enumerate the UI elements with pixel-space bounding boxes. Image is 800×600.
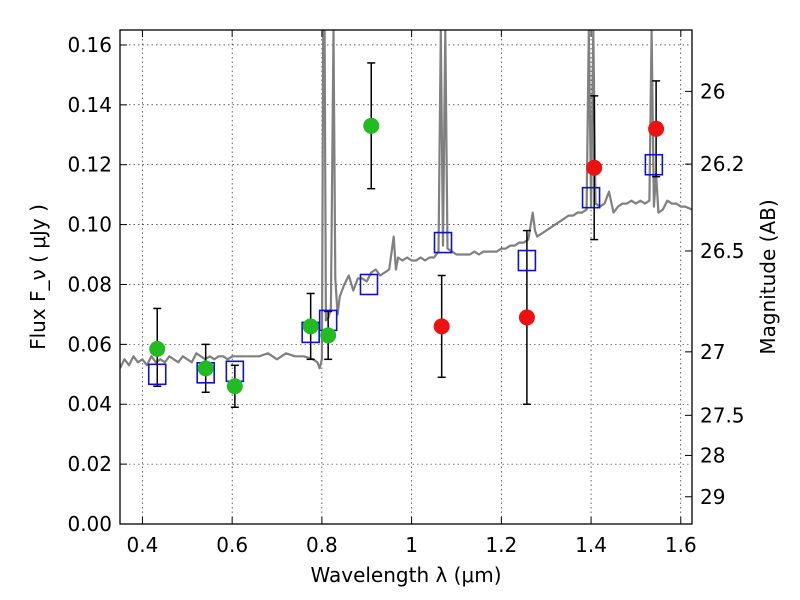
errorbar-layer	[153, 62, 661, 408]
model-square	[147, 363, 167, 386]
green-point	[226, 378, 243, 395]
green-point	[320, 327, 337, 344]
marker-layer	[147, 117, 665, 395]
x-tick-label: 1	[405, 533, 418, 557]
green-point	[149, 340, 166, 357]
green-point	[302, 318, 319, 335]
y-tick-label: 0.02	[67, 452, 112, 476]
y-tick-label: 0.12	[67, 153, 112, 177]
model-square	[644, 153, 664, 176]
x-tick-label: 0.4	[127, 533, 159, 557]
red-point	[648, 120, 665, 137]
right-tick-label: 26.2	[700, 152, 745, 176]
right-tick-label: 28	[700, 443, 725, 467]
model-square	[517, 249, 537, 272]
right-tick-label: 27	[700, 340, 725, 364]
right-axis-label: Magnitude (AB)	[756, 199, 780, 354]
x-tick-label: 1.4	[575, 533, 607, 557]
model-square	[433, 231, 453, 254]
model-square	[359, 273, 379, 296]
y-tick-label: 0.14	[67, 93, 112, 117]
y-tick-label: 0.08	[67, 272, 112, 296]
red-point	[433, 318, 450, 335]
red-point	[518, 309, 535, 326]
x-tick-label: 0.8	[306, 533, 338, 557]
right-tick-label: 26	[700, 79, 725, 103]
x-tick-label: 1.6	[665, 533, 697, 557]
ticks: 0.4 0.6 0.8 1 1.2 1.4 1.6 0.00 0.02 0.04 0.06 0.08 0…	[67, 30, 745, 557]
spectrum-line	[120, 30, 692, 370]
y-tick-label: 0.00	[67, 512, 112, 536]
plot-frame	[119, 29, 693, 525]
spectrum-layer	[120, 30, 692, 370]
right-tick-label: 26.5	[700, 239, 745, 263]
green-point	[197, 360, 214, 377]
y-tick-label: 0.10	[67, 213, 112, 237]
y-tick-label: 0.04	[67, 392, 112, 416]
y-tick-label: 0.16	[67, 33, 112, 57]
green-point	[363, 117, 380, 134]
y-axis-label: Flux F_ν ( μJy )	[26, 204, 50, 350]
x-tick-label: 1.2	[485, 533, 517, 557]
y-tick-label: 0.06	[67, 332, 112, 356]
right-tick-label: 27.5	[700, 403, 745, 427]
x-tick-label: 0.6	[216, 533, 248, 557]
x-axis-label: Wavelength λ (μm)	[310, 563, 501, 587]
grid	[120, 30, 692, 525]
model-square	[581, 186, 601, 209]
red-point	[586, 159, 603, 176]
right-tick-label: 29	[700, 485, 725, 509]
